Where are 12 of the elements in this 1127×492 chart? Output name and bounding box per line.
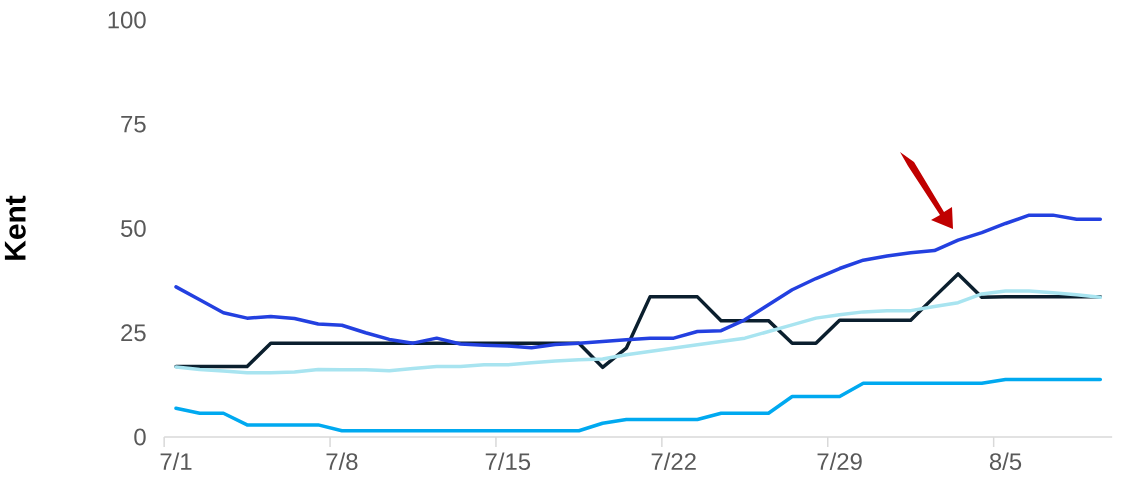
x-tick-label: 7/22 — [651, 452, 696, 471]
y-tick-label: 50 — [121, 220, 146, 237]
y-tick-label: 0 — [134, 428, 146, 446]
x-tick-label: 7/1 — [160, 452, 192, 471]
y-tick-label: 100 — [108, 11, 146, 29]
y-tick-label: 75 — [121, 115, 146, 133]
x-tick-label: 7/8 — [326, 452, 358, 471]
x-tick-label: 8/5 — [989, 452, 1022, 471]
y-tick-label: 25 — [121, 324, 146, 342]
x-tick-label: 7/29 — [817, 452, 862, 471]
x-tick-label: 7/15 — [485, 452, 531, 471]
y-axis-title: Kent — [4, 195, 26, 260]
